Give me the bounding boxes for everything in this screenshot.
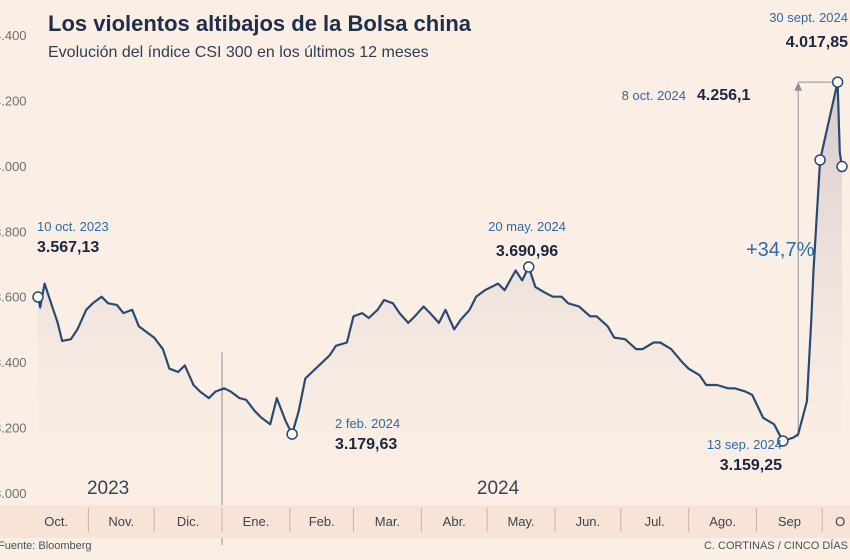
percent-change-label: +34,7% bbox=[746, 239, 815, 261]
month-label: O bbox=[835, 514, 845, 529]
annotation-value: 4.256,1 bbox=[697, 87, 750, 104]
month-label: Jul. bbox=[645, 514, 665, 529]
month-label: Nov. bbox=[108, 514, 134, 529]
y-tick-label: 3.600 bbox=[0, 290, 27, 305]
annotation-value: 4.017,85 bbox=[786, 34, 848, 51]
y-tick-label: 4.000 bbox=[0, 159, 27, 174]
y-axis: 3.000 3.200 3.400 3.600 3.800 4.000 4.200 4.400 bbox=[0, 28, 27, 501]
chart-title: Los violentos altibajos de la Bolsa chin… bbox=[48, 11, 472, 36]
arrow-head bbox=[794, 82, 803, 91]
year-label: 2023 bbox=[87, 478, 129, 499]
annotations: 10 oct. 2023 3.567,13 2 feb. 2024 3.179,63 2… bbox=[37, 10, 848, 474]
year-labels: 2023 2024 bbox=[87, 478, 520, 499]
y-tick-label: 3.400 bbox=[0, 355, 27, 370]
annotation-date: 13 sep. 2024 bbox=[707, 437, 782, 452]
point-marker bbox=[814, 154, 826, 166]
month-band-bg bbox=[0, 505, 850, 538]
annotation-date: 30 sept. 2024 bbox=[769, 10, 848, 25]
annotation-date: 10 oct. 2023 bbox=[37, 219, 109, 234]
month-label: May. bbox=[507, 514, 534, 529]
month-label: Ene. bbox=[243, 514, 270, 529]
month-label: Abr. bbox=[443, 514, 466, 529]
month-label: Mar. bbox=[375, 514, 400, 529]
month-label: Dic. bbox=[177, 514, 199, 529]
series-line bbox=[36, 81, 844, 443]
area-fill bbox=[38, 82, 842, 505]
annotation-value: 3.567,13 bbox=[37, 239, 99, 256]
annotation-date: 8 oct. 2024 bbox=[622, 88, 686, 103]
point-marker bbox=[836, 160, 848, 173]
point-marker bbox=[32, 291, 44, 303]
y-tick-label: 4.400 bbox=[0, 28, 27, 43]
credit-label: C. CORTINAS / CINCO DÍAS bbox=[704, 539, 848, 552]
annotation-value: 3.179,63 bbox=[335, 436, 397, 453]
point-marker bbox=[831, 76, 844, 88]
point-marker bbox=[777, 435, 789, 447]
y-tick-label: 3.800 bbox=[0, 224, 27, 239]
source-label: Fuente: Bloomberg bbox=[0, 540, 92, 552]
y-tick-label: 4.200 bbox=[0, 93, 27, 108]
year-label: 2024 bbox=[477, 478, 520, 499]
annotation-value: 3.159,25 bbox=[720, 457, 782, 474]
point-markers bbox=[32, 76, 848, 447]
annotation-date: 2 feb. 2024 bbox=[335, 416, 400, 431]
month-label: Jun. bbox=[576, 514, 601, 529]
point-marker bbox=[286, 428, 298, 440]
annotation-date: 20 may. 2024 bbox=[488, 219, 566, 234]
chart-subtitle: Evolución del índice CSI 300 en los últi… bbox=[48, 44, 429, 61]
month-label: Sep bbox=[778, 514, 801, 529]
annotation-value: 3.690,96 bbox=[496, 243, 558, 260]
point-marker bbox=[522, 261, 535, 273]
x-axis: Oct. Nov. Dic. Ene. Feb. Mar. Abr. May. Jun. Jul.… bbox=[0, 505, 850, 538]
month-label: Oct. bbox=[44, 514, 68, 529]
y-tick-label: 3.200 bbox=[0, 421, 27, 436]
y-tick-label: 3.000 bbox=[0, 486, 27, 501]
month-label: Ago. bbox=[709, 514, 736, 529]
month-label: Feb. bbox=[309, 514, 335, 529]
